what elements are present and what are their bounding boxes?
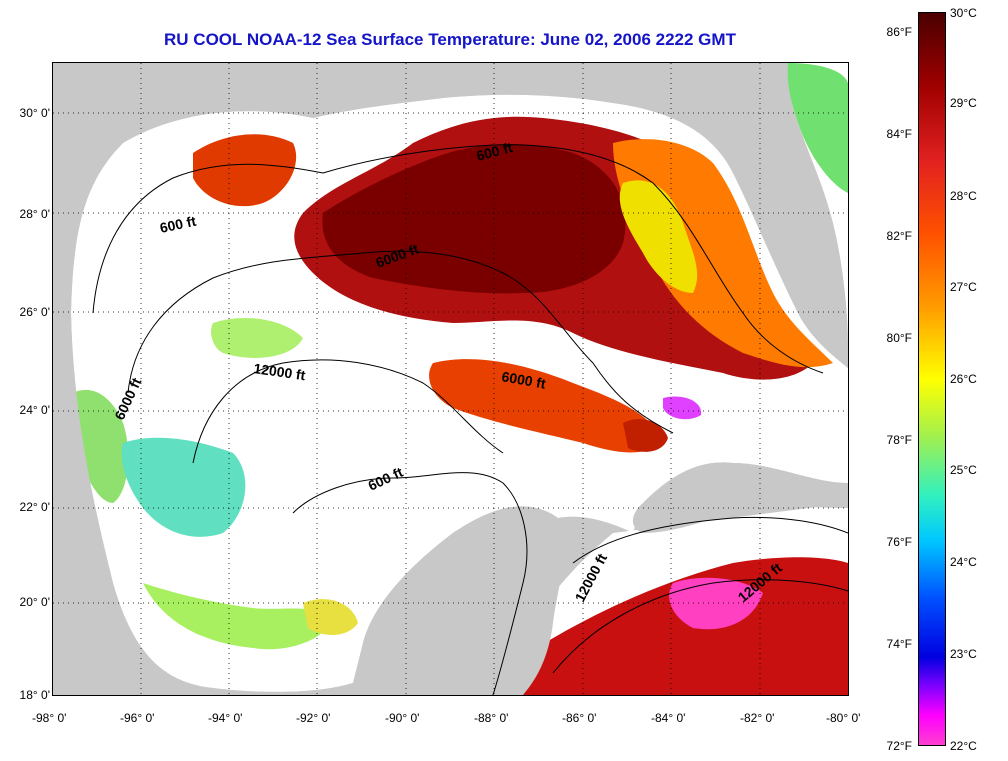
sst-map-graphic: 600 ft 600 ft 6000 ft 12000 ft 6000 ft 6… [53, 63, 848, 695]
lon-label-98: -98° 0' [32, 711, 67, 725]
colorbar-c-26: 26°C [950, 372, 977, 386]
colorbar-f-78: 78°F [886, 433, 912, 447]
graticule [53, 63, 848, 695]
colorbar-f-84: 84°F [886, 127, 912, 141]
sst-patch-red-texas [193, 134, 297, 207]
depth-contours [92, 144, 848, 695]
lat-label-28: 28° 0' [19, 207, 50, 221]
lon-label-86: -86° 0' [562, 711, 597, 725]
lat-label-18: 18° 0' [19, 688, 50, 702]
colorbar-f-86: 86°F [886, 25, 912, 39]
colorbar-c-28: 28°C [950, 189, 977, 203]
colorbar-f-72: 72°F [886, 739, 912, 753]
sst-patch-yellow-wfs [619, 180, 698, 293]
contour-600-north [92, 144, 824, 374]
lat-label-24: 24° 0' [19, 403, 50, 417]
colorbar-f-82: 82°F [886, 229, 912, 243]
sst-patch-caribbean-red [513, 557, 848, 695]
colorbar-c-24: 24°C [950, 555, 977, 569]
colorbar-c-29: 29°C [950, 96, 977, 110]
colorbar-c-25: 25°C [950, 463, 977, 477]
contour-label-12000-center: 12000 ft [253, 360, 307, 383]
contour-label-600-texas: 600 ft [158, 213, 197, 236]
contour-6000 [127, 250, 674, 434]
sst-patch-green-center [211, 318, 303, 358]
colorbar-f-76: 76°F [886, 535, 912, 549]
contour-12000 [192, 359, 504, 464]
contour-600-campeche [292, 472, 528, 695]
yucatan-land [353, 514, 548, 695]
cuba-land [632, 462, 848, 533]
contour-label-6000-east: 6000 ft [500, 368, 547, 392]
sst-patch-florida-green [787, 63, 848, 193]
colorbar-c-23: 23°C [950, 647, 977, 661]
lon-label-88: -88° 0' [474, 711, 509, 725]
sst-patch-red-south [623, 418, 668, 452]
colorbar-c-27: 27°C [950, 280, 977, 294]
lat-label-26: 26° 0' [19, 305, 50, 319]
lon-label-94: -94° 0' [208, 711, 243, 725]
lon-label-80: -80° 0' [826, 711, 861, 725]
colorbar-f-74: 74°F [886, 637, 912, 651]
colorbar-c-30: 30°C [950, 6, 977, 20]
lon-label-82: -82° 0' [740, 711, 775, 725]
lon-label-96: -96° 0' [120, 711, 155, 725]
sst-patch-darkred-core [322, 143, 626, 294]
colorbar-c-22: 22°C [950, 739, 977, 753]
sst-patch-loop [429, 359, 663, 453]
sst-map: 600 ft 600 ft 6000 ft 12000 ft 6000 ft 6… [52, 62, 849, 696]
lon-label-92: -92° 0' [296, 711, 331, 725]
temperature-colorbar [918, 12, 946, 746]
sst-patch-caribbean-magenta [669, 577, 763, 630]
lat-label-20: 20° 0' [19, 595, 50, 609]
lon-label-84: -84° 0' [651, 711, 686, 725]
lat-label-22: 22° 0' [19, 500, 50, 514]
sst-patch-magenta-east [663, 396, 702, 420]
sst-patch-cyan-west [121, 437, 246, 537]
sst-patch-green-bay [143, 583, 333, 650]
colorbar-f-80: 80°F [886, 331, 912, 345]
contour-caribbean-2 [552, 579, 848, 674]
map-title: RU COOL NOAA-12 Sea Surface Temperature:… [164, 30, 736, 49]
us-gulf-coast-land [53, 63, 848, 423]
lat-label-30: 30° 0' [19, 106, 50, 120]
lon-label-90: -90° 0' [385, 711, 420, 725]
contour-caribbean [572, 516, 848, 564]
